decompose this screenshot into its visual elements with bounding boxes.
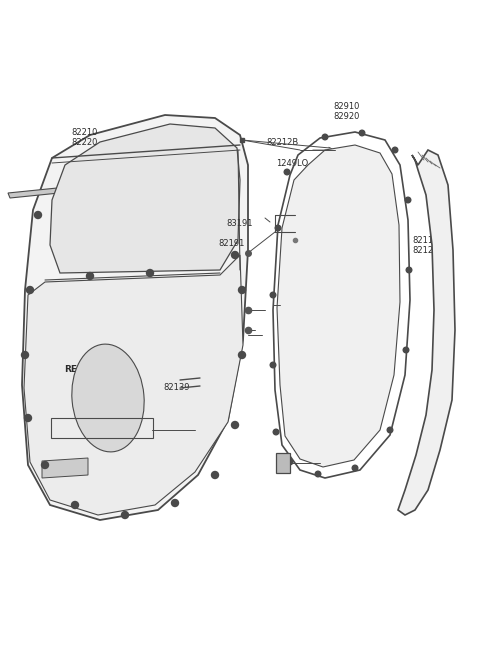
Polygon shape xyxy=(398,150,455,515)
Circle shape xyxy=(231,252,239,259)
Circle shape xyxy=(352,465,358,471)
Circle shape xyxy=(284,169,290,175)
Circle shape xyxy=(270,292,276,298)
Circle shape xyxy=(315,471,321,477)
Circle shape xyxy=(72,502,79,508)
Polygon shape xyxy=(276,453,290,473)
Circle shape xyxy=(212,472,218,479)
Polygon shape xyxy=(277,145,400,467)
Text: 82910
82920: 82910 82920 xyxy=(334,102,360,121)
Polygon shape xyxy=(24,255,243,515)
Circle shape xyxy=(171,500,179,506)
Text: 82130C
82140B: 82130C 82140B xyxy=(282,236,314,255)
Circle shape xyxy=(406,267,412,272)
Text: 82191: 82191 xyxy=(218,239,245,248)
Circle shape xyxy=(270,362,276,368)
Circle shape xyxy=(275,225,281,231)
Circle shape xyxy=(231,422,239,428)
Circle shape xyxy=(146,269,154,276)
Text: 82139: 82139 xyxy=(163,383,190,392)
Circle shape xyxy=(403,347,409,353)
Polygon shape xyxy=(8,174,197,198)
Text: 83191: 83191 xyxy=(227,219,253,229)
Circle shape xyxy=(26,286,34,293)
Circle shape xyxy=(322,134,328,140)
Text: REF.60-760: REF.60-760 xyxy=(64,365,120,374)
Circle shape xyxy=(387,427,393,433)
Circle shape xyxy=(405,197,411,203)
Circle shape xyxy=(239,286,245,293)
Circle shape xyxy=(22,352,28,358)
Circle shape xyxy=(121,512,129,519)
Text: 1249LQ: 1249LQ xyxy=(276,159,308,168)
Polygon shape xyxy=(50,124,240,273)
Text: 82210
82220: 82210 82220 xyxy=(71,128,97,147)
Polygon shape xyxy=(22,115,248,520)
Circle shape xyxy=(359,130,365,136)
Circle shape xyxy=(41,462,48,468)
Circle shape xyxy=(273,429,279,435)
Circle shape xyxy=(24,415,32,422)
Polygon shape xyxy=(42,458,88,478)
Text: 82212B: 82212B xyxy=(266,138,299,147)
Ellipse shape xyxy=(72,344,144,452)
Circle shape xyxy=(35,212,41,219)
Circle shape xyxy=(392,147,398,153)
Text: 82110B
82120B: 82110B 82120B xyxy=(413,236,445,255)
Circle shape xyxy=(86,272,94,280)
Circle shape xyxy=(239,352,245,358)
Circle shape xyxy=(287,459,293,465)
